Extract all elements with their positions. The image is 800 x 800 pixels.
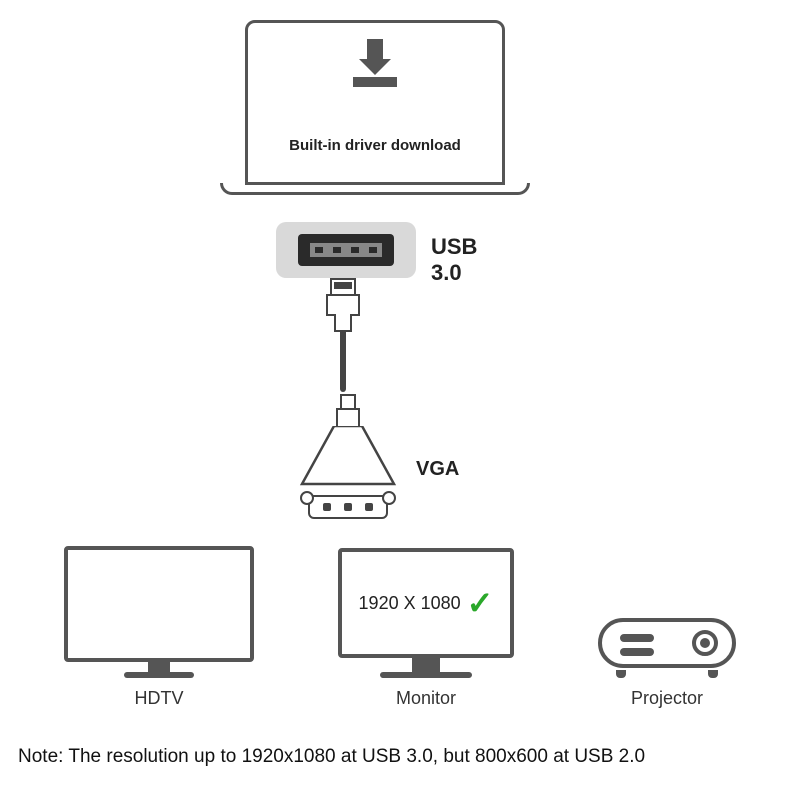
device-hdtv: HDTV bbox=[64, 546, 254, 709]
hdtv-icon bbox=[64, 546, 254, 662]
vga-neck bbox=[336, 408, 360, 428]
laptop-screen-text: Built-in driver download bbox=[289, 137, 461, 154]
usb-port: USB 3.0 bbox=[276, 222, 416, 278]
vga-label: VGA bbox=[416, 458, 459, 481]
vga-connector: VGA bbox=[298, 394, 398, 519]
monitor-resolution-text: 1920 X 1080 bbox=[359, 593, 461, 614]
cable-line bbox=[340, 330, 346, 392]
usb-port-outer bbox=[276, 222, 416, 278]
usb-label: USB 3.0 bbox=[431, 234, 477, 286]
usb-port-inner bbox=[298, 234, 394, 266]
laptop: Built-in driver download bbox=[220, 20, 530, 195]
projector-label: Projector bbox=[598, 688, 736, 709]
monitor-label: Monitor bbox=[338, 688, 514, 709]
usb-cable bbox=[326, 278, 360, 392]
vga-body bbox=[298, 426, 398, 493]
vga-port bbox=[308, 495, 388, 519]
laptop-screen: Built-in driver download bbox=[245, 20, 505, 185]
vga-screw-left bbox=[300, 491, 314, 505]
projector-icon bbox=[598, 618, 736, 668]
note-text: Note: The resolution up to 1920x1080 at … bbox=[18, 746, 782, 768]
device-monitor: 1920 X 1080 ✓ Monitor bbox=[338, 548, 514, 709]
device-projector: Projector bbox=[598, 602, 736, 709]
check-icon: ✓ bbox=[467, 584, 494, 622]
monitor-icon: 1920 X 1080 ✓ bbox=[338, 548, 514, 658]
download-icon bbox=[347, 35, 403, 96]
usb-plug-body bbox=[326, 294, 360, 316]
devices-row: HDTV 1920 X 1080 ✓ Monitor Projector bbox=[64, 546, 736, 709]
projector-lens-icon bbox=[692, 630, 718, 656]
usb-slot bbox=[310, 243, 382, 257]
vga-screw-right bbox=[382, 491, 396, 505]
hdtv-label: HDTV bbox=[64, 688, 254, 709]
